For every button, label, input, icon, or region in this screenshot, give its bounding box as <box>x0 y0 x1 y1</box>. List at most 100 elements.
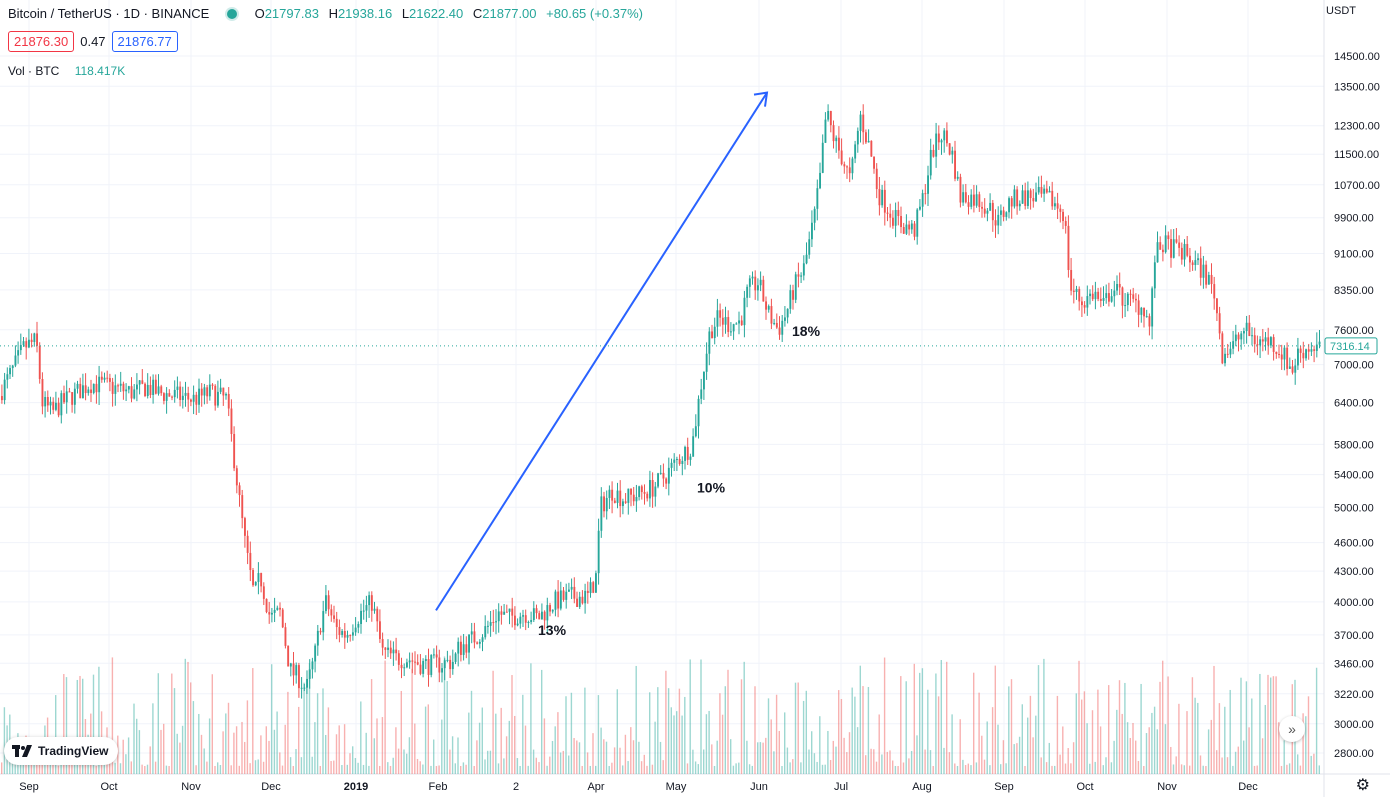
candle-body <box>667 467 670 484</box>
volume-bar <box>154 761 157 774</box>
volume-bar <box>441 719 443 774</box>
gear-icon[interactable]: ⚙ <box>1355 777 1370 794</box>
tradingview-logo[interactable]: TradingView <box>4 737 118 765</box>
volume-bar <box>937 696 940 774</box>
volume-bar <box>630 727 632 774</box>
candle-body <box>1207 274 1210 285</box>
candle-body <box>589 582 592 594</box>
candle-body <box>192 394 195 402</box>
candle-body <box>1072 290 1075 292</box>
volume-bar <box>748 764 751 774</box>
candle-body <box>1129 293 1132 295</box>
candle-body <box>889 213 892 218</box>
volume-bar <box>211 674 213 774</box>
candle-body <box>341 631 344 635</box>
candle-body <box>940 140 943 143</box>
volume-bar <box>565 696 567 774</box>
candle-body <box>532 608 535 621</box>
volume-bar <box>98 666 100 774</box>
volume-bar <box>265 726 267 774</box>
volume-bar <box>1264 704 1266 774</box>
candle-body <box>379 621 381 640</box>
candle-body <box>1237 334 1240 340</box>
volume-bar <box>76 679 78 774</box>
volume-bar <box>686 763 689 774</box>
volume-bar <box>919 672 921 774</box>
volume-bar <box>1243 740 1245 774</box>
candle-body <box>592 582 595 593</box>
volume-bar <box>983 759 986 774</box>
candle-body <box>1245 322 1248 332</box>
volume-bar <box>225 713 227 774</box>
candle-body <box>1140 307 1143 315</box>
candle-body <box>87 389 90 394</box>
volume-bar <box>851 687 853 774</box>
symbol-title[interactable]: Bitcoin / TetherUS · 1D · BINANCE <box>8 6 210 21</box>
scroll-to-realtime-button[interactable]: » <box>1279 716 1305 742</box>
volume-bar <box>422 764 424 774</box>
candle-body <box>762 279 765 302</box>
candle-body <box>1013 189 1016 207</box>
volume-bar <box>1091 710 1094 774</box>
candle-body <box>1132 294 1135 299</box>
eye-icon[interactable] <box>226 9 237 19</box>
candle-body <box>1315 344 1318 351</box>
currency-label[interactable]: USDT <box>1326 5 1356 17</box>
candle-body <box>649 480 651 499</box>
volume-bar <box>786 747 789 774</box>
trend-arrow-line[interactable] <box>435 92 768 611</box>
volume-bar <box>676 711 678 774</box>
high-value: 21938.16 <box>337 6 393 21</box>
volume-bar <box>700 659 702 774</box>
candle-body <box>927 175 929 194</box>
volume-bar <box>114 762 116 774</box>
candle-body <box>786 308 789 318</box>
candle-body <box>570 586 573 590</box>
y-tick-label: 9100.00 <box>1334 248 1374 260</box>
candle-body <box>82 385 84 399</box>
candle-body <box>1167 235 1170 240</box>
volume-bar <box>1072 742 1075 774</box>
candle-body <box>279 607 281 610</box>
candle-body <box>551 609 554 612</box>
volume-bar <box>57 765 60 774</box>
ask-price-button[interactable]: 21876.77 <box>111 31 178 52</box>
candle-body <box>989 202 992 211</box>
volume-bar <box>235 726 238 774</box>
volume-bar <box>468 712 470 774</box>
volume-label[interactable]: Vol · BTC <box>8 64 60 78</box>
candle-body <box>689 456 692 460</box>
volume-bar <box>268 740 270 774</box>
volume-bar <box>1021 704 1023 774</box>
volume-bar <box>802 700 805 774</box>
candle-body <box>956 176 959 179</box>
volume-bar <box>654 721 656 774</box>
candle-body <box>38 345 41 379</box>
trend-arrow-head <box>753 91 769 107</box>
candle-body <box>835 137 838 142</box>
volume-bar <box>1070 763 1072 774</box>
bid-price-button[interactable]: 21876.30 <box>8 31 75 52</box>
candle-body <box>187 392 190 400</box>
candle-body <box>333 615 335 619</box>
candle-body <box>241 495 244 519</box>
volume-bar <box>325 734 327 774</box>
candle-body <box>1288 366 1291 369</box>
candle-body <box>708 331 711 354</box>
candle-body <box>1194 260 1197 266</box>
volume-bar <box>662 760 664 774</box>
volume-bar <box>635 665 637 774</box>
volume-bar <box>1045 762 1048 774</box>
candle-body <box>1045 188 1048 193</box>
volume-bar <box>141 764 143 774</box>
volume-bar <box>435 765 438 774</box>
volume-bar <box>616 689 618 774</box>
candle-body <box>962 192 965 203</box>
volume-bar <box>179 742 181 774</box>
candle-body <box>819 172 821 189</box>
volume-bar <box>1126 722 1129 774</box>
candle-body <box>894 209 897 226</box>
x-tick-label: May <box>666 781 687 793</box>
